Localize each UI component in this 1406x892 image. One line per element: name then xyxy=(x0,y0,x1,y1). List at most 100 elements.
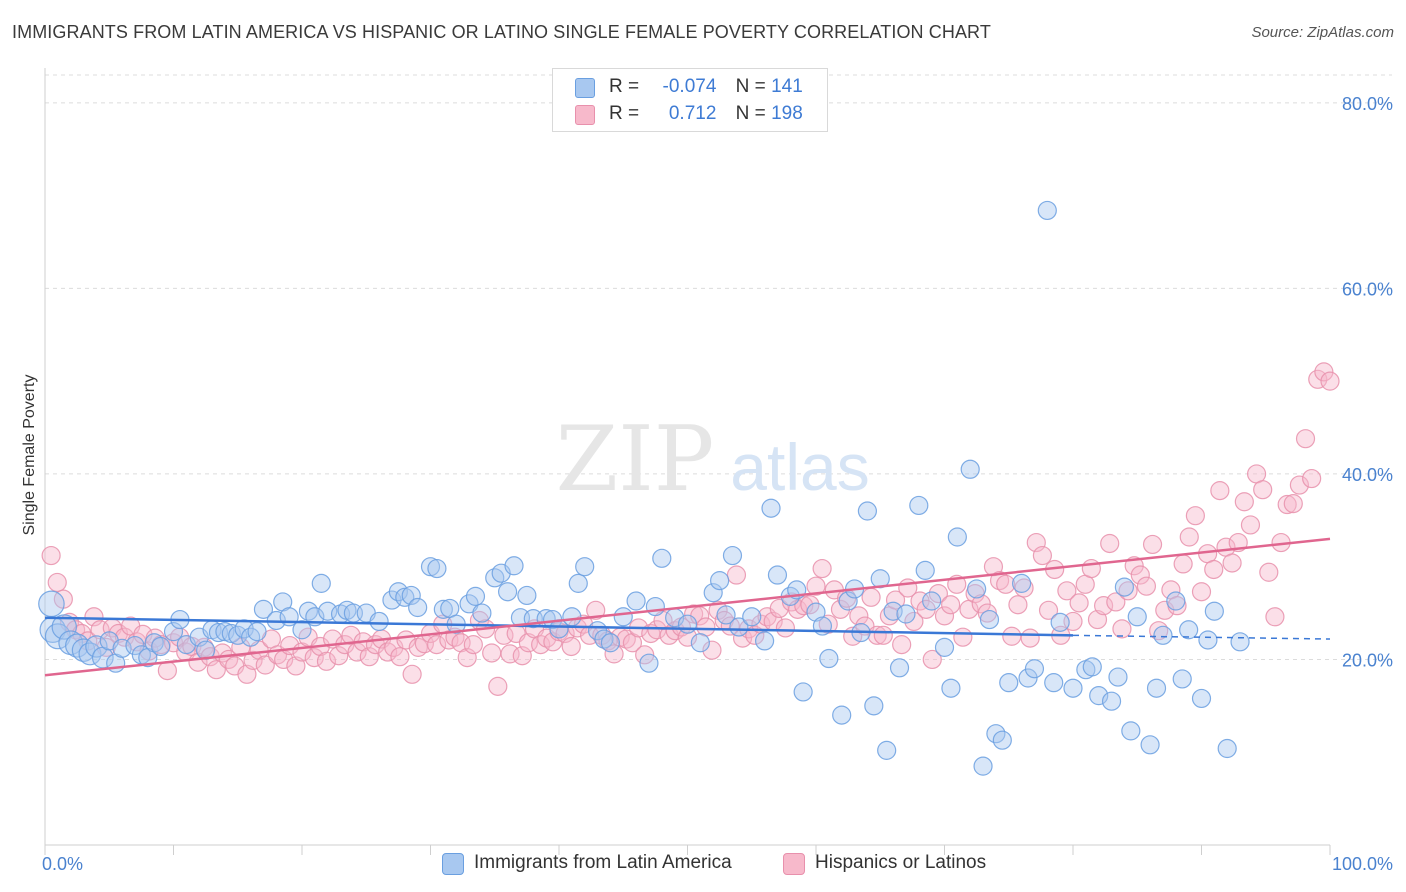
point-hispanics xyxy=(255,655,275,675)
point-hispanics xyxy=(996,574,1016,594)
point-hispanics xyxy=(359,647,379,667)
point-immigrants xyxy=(973,756,993,776)
point-immigrants xyxy=(465,586,486,606)
point-immigrants xyxy=(922,591,942,611)
y-tick-label: 40.0% xyxy=(1342,465,1393,485)
point-hispanics xyxy=(1320,371,1340,391)
point-immigrants xyxy=(1108,667,1128,687)
point-hispanics xyxy=(1020,628,1040,648)
point-immigrants xyxy=(1114,577,1135,597)
point-immigrants xyxy=(857,501,878,521)
point-immigrants xyxy=(767,565,788,585)
point-immigrants xyxy=(1191,688,1212,709)
point-immigrants xyxy=(1140,735,1160,755)
point-immigrants xyxy=(947,527,967,547)
point-immigrants xyxy=(1037,200,1057,221)
point-hispanics xyxy=(586,600,606,620)
y-tick-label: 60.0% xyxy=(1342,279,1393,299)
point-immigrants xyxy=(517,585,537,606)
legend-swatch-pink xyxy=(575,105,595,125)
point-immigrants xyxy=(832,705,852,725)
point-hispanics xyxy=(1277,494,1297,515)
point-hispanics xyxy=(1081,558,1101,579)
point-hispanics xyxy=(1002,626,1022,646)
point-immigrants xyxy=(292,620,312,640)
point-immigrants xyxy=(1101,691,1122,711)
n-label: N = xyxy=(735,76,766,97)
point-immigrants xyxy=(1204,601,1224,621)
point-immigrants xyxy=(1063,678,1083,698)
point-hispanics xyxy=(1142,534,1163,555)
r-label: R = xyxy=(609,103,640,124)
legend-label: Hispanics or Latinos xyxy=(815,852,987,873)
point-immigrants xyxy=(967,579,987,599)
point-immigrants xyxy=(311,573,331,593)
point-hispanics xyxy=(500,644,520,664)
point-immigrants xyxy=(215,622,235,642)
chart-title: IMMIGRANTS FROM LATIN AMERICA VS HISPANI… xyxy=(12,22,991,42)
n-value: 141 xyxy=(771,76,803,97)
point-hispanics xyxy=(561,636,581,657)
point-hispanics xyxy=(1069,593,1089,613)
x-tick-label: 100.0% xyxy=(1332,854,1393,874)
point-immigrants xyxy=(722,545,743,566)
legend-swatch-blue xyxy=(442,853,464,875)
point-hispanics xyxy=(341,625,361,645)
point-hispanics xyxy=(941,595,961,615)
point-hispanics xyxy=(1314,362,1334,382)
point-hispanics xyxy=(1259,562,1279,582)
point-immigrants xyxy=(889,658,910,678)
point-hispanics xyxy=(1106,592,1126,612)
r-value: 0.712 xyxy=(668,103,717,124)
point-hispanics xyxy=(1222,553,1242,573)
r-value: -0.074 xyxy=(662,76,717,97)
point-immigrants xyxy=(504,556,524,576)
point-hispanics xyxy=(892,635,912,655)
point-immigrants xyxy=(1179,620,1199,640)
trendline-hispanics xyxy=(44,537,1331,677)
point-immigrants xyxy=(1198,630,1218,650)
trendline-immigrants-extension xyxy=(1072,634,1331,640)
point-immigrants xyxy=(690,633,710,653)
point-immigrants xyxy=(71,638,96,662)
point-immigrants xyxy=(979,609,1000,630)
point-hispanics xyxy=(849,606,869,626)
point-hispanics xyxy=(316,651,337,671)
n-value: 198 xyxy=(771,103,803,124)
point-hispanics xyxy=(402,664,422,684)
point-immigrants xyxy=(408,597,428,618)
point-immigrants xyxy=(1230,632,1250,652)
point-hispanics xyxy=(794,596,814,616)
point-immigrants xyxy=(420,557,441,577)
point-hispanics xyxy=(953,627,973,647)
point-immigrants xyxy=(613,607,633,627)
y-tick-label: 80.0% xyxy=(1342,94,1393,114)
point-immigrants xyxy=(639,653,659,673)
point-hispanics xyxy=(206,660,226,680)
point-immigrants xyxy=(626,591,646,611)
point-immigrants xyxy=(729,617,749,637)
point-immigrants xyxy=(1018,668,1038,688)
legend-swatch-pink xyxy=(783,853,805,875)
point-hispanics xyxy=(427,635,447,655)
point-immigrants xyxy=(819,648,839,669)
point-immigrants xyxy=(915,560,935,580)
point-hispanics xyxy=(800,595,820,615)
point-immigrants xyxy=(909,495,929,516)
point-hispanics xyxy=(928,583,948,604)
point-immigrants xyxy=(1024,659,1045,679)
point-immigrants xyxy=(877,740,897,760)
point-immigrants xyxy=(742,607,762,627)
point-immigrants xyxy=(652,548,672,568)
point-hispanics xyxy=(726,565,747,585)
point-hispanics xyxy=(873,625,893,645)
point-hispanics xyxy=(1302,468,1322,489)
point-hispanics xyxy=(488,676,508,696)
point-hispanics xyxy=(861,587,881,607)
point-immigrants xyxy=(65,633,90,658)
point-immigrants xyxy=(941,678,961,698)
point-immigrants xyxy=(934,637,955,657)
point-hispanics xyxy=(304,648,324,668)
point-hispanics xyxy=(904,611,924,632)
